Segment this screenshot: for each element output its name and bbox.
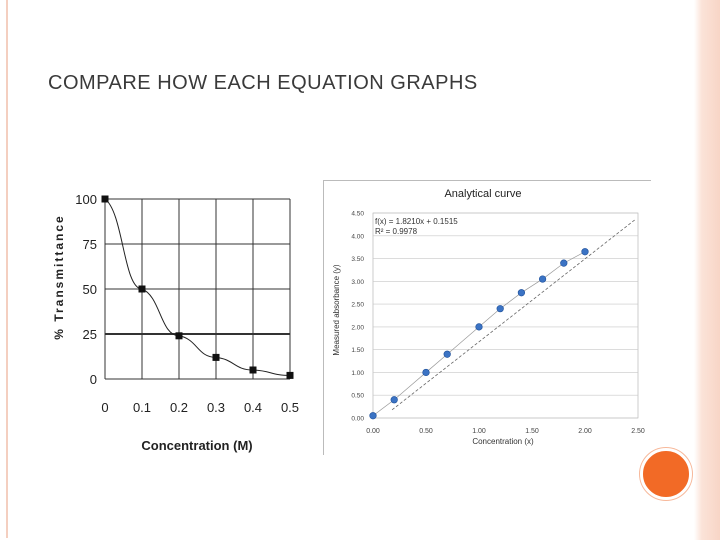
chart1-y-tick: 25	[83, 327, 97, 342]
chart1-point	[249, 366, 257, 374]
chart2-grid	[372, 212, 639, 419]
chart2-points	[369, 248, 589, 420]
chart2-y-tick: 3.00	[351, 279, 364, 286]
chart1-y-tick: 50	[83, 282, 97, 297]
chart2-y-tick: 1.50	[351, 347, 364, 354]
chart2-point	[369, 412, 377, 420]
chart2-x-label: Concentration (x)	[472, 437, 534, 446]
chart2-point	[496, 305, 504, 313]
chart2-point	[581, 248, 589, 256]
chart1-x-tick: 0.5	[281, 400, 299, 415]
chart2-y-label: Measured absorbance (y)	[332, 264, 341, 355]
chart2-point	[475, 323, 483, 331]
analytical-curve-chart: Analytical curve 0.00 0.50 1.00 1.50 2.00 2.5…	[332, 188, 645, 446]
chart2-point	[443, 350, 451, 358]
chart2-title: Analytical curve	[444, 188, 521, 200]
chart2-equation: f(x) = 1.8210x + 0.1515	[375, 217, 458, 226]
chart1-curve	[104, 198, 291, 376]
chart2-y-tick: 0.50	[351, 393, 364, 400]
chart2-y-tick: 1.00	[351, 370, 364, 377]
chart2-plot-area	[372, 212, 639, 419]
chart1-points	[101, 195, 294, 379]
decorative-orange-circle	[640, 448, 692, 500]
chart2-r2: R² = 0.9978	[375, 227, 418, 236]
chart2-point	[539, 275, 547, 283]
chart2-x-tick: 0.00	[366, 428, 380, 435]
chart1-point	[286, 371, 294, 379]
chart1-y-tick: 100	[75, 192, 97, 207]
analytical-chart-panel	[323, 180, 651, 455]
chart2-y-tick: 2.50	[351, 302, 364, 309]
chart2-y-ticks: 0.00 0.50 1.00 1.50 2.00 2.50 3.00 3.50 4.00 4.50	[351, 211, 364, 423]
chart2-x-tick: 1.00	[472, 428, 486, 435]
chart1-y-ticks: 0 25 50 75 100	[75, 192, 97, 387]
chart2-y-tick: 3.50	[351, 256, 364, 263]
chart2-x-tick: 2.00	[578, 428, 592, 435]
chart2-point	[390, 396, 398, 404]
chart2-x-tick: 1.50	[525, 428, 539, 435]
chart1-x-tick: 0.3	[207, 400, 225, 415]
chart1-x-tick: 0	[101, 400, 108, 415]
chart2-point	[422, 368, 430, 377]
chart2-trendline-line	[391, 218, 637, 411]
chart2-series-line	[372, 251, 586, 417]
chart2-y-tick: 4.50	[351, 211, 364, 218]
chart1-x-tick: 0.4	[244, 400, 262, 415]
chart1-y-tick: 75	[83, 237, 97, 252]
chart1-y-tick: 0	[90, 372, 97, 387]
chart1-point	[138, 285, 146, 293]
chart1-y-label: % Transmittance	[52, 214, 66, 339]
chart2-x-ticks: 0.00 0.50 1.00 1.50 2.00 2.50	[366, 428, 645, 435]
chart2-x-tick: 2.50	[631, 428, 645, 435]
chart1-line	[104, 198, 291, 376]
chart2-y-tick: 4.00	[351, 233, 364, 240]
chart1-point	[175, 332, 183, 340]
chart1-x-label: Concentration (M)	[141, 438, 252, 453]
slide-title: COMPARE HOW EACH EQUATION GRAPHS	[48, 72, 478, 94]
decorative-strip	[694, 0, 720, 540]
chart1-grid	[104, 198, 291, 380]
transmittance-chart: 0 0.1 0.2 0.3 0.4 0.5 0 25 50 75 100 Concentratio…	[52, 192, 299, 453]
chart2-point	[560, 259, 568, 267]
chart1-point	[212, 353, 220, 361]
chart1-point	[101, 195, 109, 203]
chart1-x-ticks: 0 0.1 0.2 0.3 0.4 0.5	[101, 400, 299, 415]
chart2-point	[517, 289, 525, 297]
chart2-y-tick: 2.00	[351, 324, 364, 331]
chart2-x-tick: 0.50	[419, 428, 433, 435]
chart1-x-tick: 0.2	[170, 400, 188, 415]
chart2-trendline	[372, 218, 637, 417]
chart1-x-tick: 0.1	[133, 400, 151, 415]
chart2-y-tick: 0.00	[351, 416, 364, 423]
